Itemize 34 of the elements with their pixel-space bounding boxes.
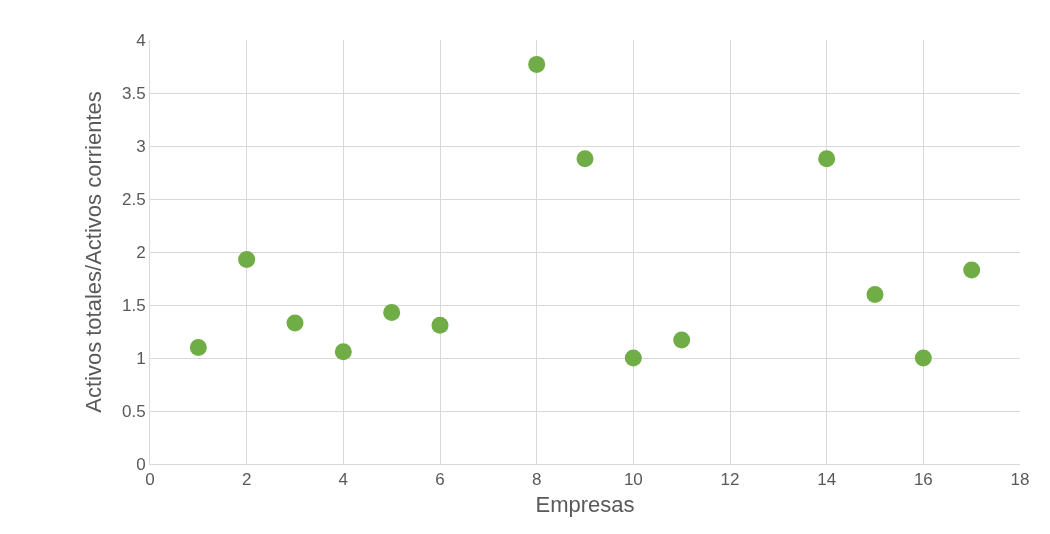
y-tick-label: 0.5: [121, 401, 146, 421]
point: [189, 338, 207, 356]
y-tick-label: 4: [136, 30, 146, 50]
x-tick-label: 12: [720, 470, 740, 490]
point: [624, 349, 642, 367]
point: [286, 314, 304, 332]
x-tick-label: 8: [531, 470, 542, 490]
point: [238, 250, 256, 268]
point: [334, 343, 352, 361]
point: [963, 261, 981, 279]
y-tick-label: 1.5: [121, 295, 146, 315]
x-tick-label: 14: [817, 470, 837, 490]
y-tick-label: 2.5: [121, 189, 146, 209]
y-tick-label: 2: [136, 242, 146, 262]
point: [431, 316, 449, 334]
x-axis-title: Empresas: [535, 492, 635, 518]
x-tick-label: 10: [623, 470, 643, 490]
point: [576, 150, 594, 168]
x-tick-label: 6: [435, 470, 445, 490]
point: [383, 303, 401, 321]
x-tick-label: 4: [338, 470, 349, 490]
y-axis-title: Activos totales/Activos corrientes: [80, 91, 106, 413]
x-tick-label: 18: [1010, 470, 1030, 490]
y-tick-label: 0: [136, 454, 146, 474]
y-tick-label: 3.5: [121, 83, 146, 103]
point: [673, 331, 691, 349]
y-tick-label: 1: [136, 348, 146, 368]
point: [528, 55, 546, 73]
point: [914, 349, 932, 367]
x-tick-label: 16: [913, 470, 933, 490]
point: [866, 285, 884, 303]
x-tick-label: 2: [241, 470, 252, 490]
point: [818, 150, 836, 168]
y-tick-label: 3: [136, 136, 146, 156]
